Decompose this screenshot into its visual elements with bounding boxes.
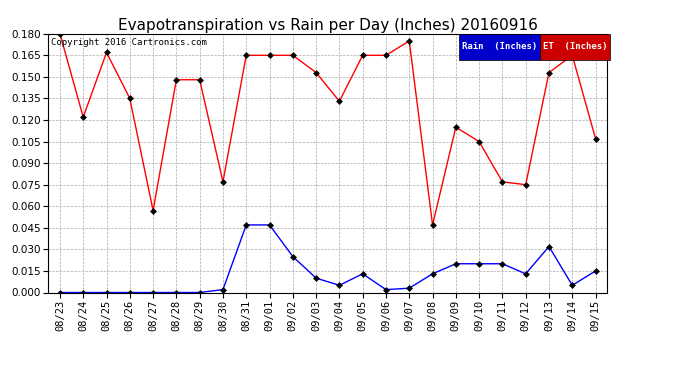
Text: Copyright 2016 Cartronics.com: Copyright 2016 Cartronics.com [51, 38, 207, 46]
FancyBboxPatch shape [459, 34, 540, 60]
Text: Rain  (Inches): Rain (Inches) [462, 42, 538, 51]
Title: Evapotranspiration vs Rain per Day (Inches) 20160916: Evapotranspiration vs Rain per Day (Inch… [118, 18, 538, 33]
FancyBboxPatch shape [540, 34, 610, 60]
Text: ET  (Inches): ET (Inches) [543, 42, 607, 51]
